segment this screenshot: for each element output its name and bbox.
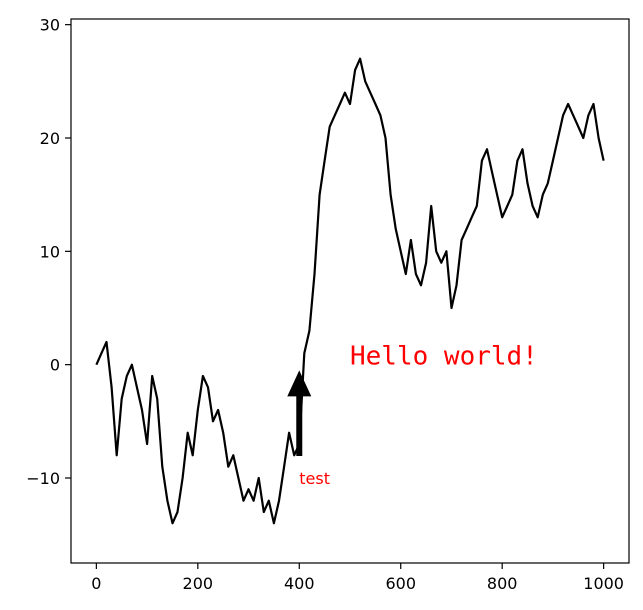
x-tick-label: 0 bbox=[91, 574, 101, 593]
arrow-head bbox=[287, 370, 312, 397]
x-tick-label: 600 bbox=[385, 574, 416, 593]
x-axis: 0 200 400 600 800 1000 bbox=[91, 563, 624, 593]
y-tick-label: 20 bbox=[40, 129, 60, 148]
x-tick-label: 800 bbox=[487, 574, 518, 593]
x-tick-label: 200 bbox=[183, 574, 214, 593]
annotation-text: test bbox=[299, 469, 330, 488]
y-tick-label: 0 bbox=[50, 356, 60, 375]
annotation-text: Hello world! bbox=[350, 342, 538, 372]
plot-frame bbox=[70, 18, 630, 564]
x-tick-label: 400 bbox=[284, 574, 315, 593]
arrow-shaft bbox=[296, 394, 303, 456]
series-line bbox=[95, 57, 605, 525]
y-tick-label: −10 bbox=[26, 469, 60, 488]
annotations: Hello world! test bbox=[287, 342, 538, 488]
y-tick-label: 30 bbox=[40, 16, 60, 35]
x-tick-label: 1000 bbox=[583, 574, 624, 593]
y-axis: 30 20 10 0 −10 bbox=[26, 16, 71, 488]
y-tick-label: 10 bbox=[40, 242, 60, 261]
plot-content bbox=[95, 57, 605, 525]
